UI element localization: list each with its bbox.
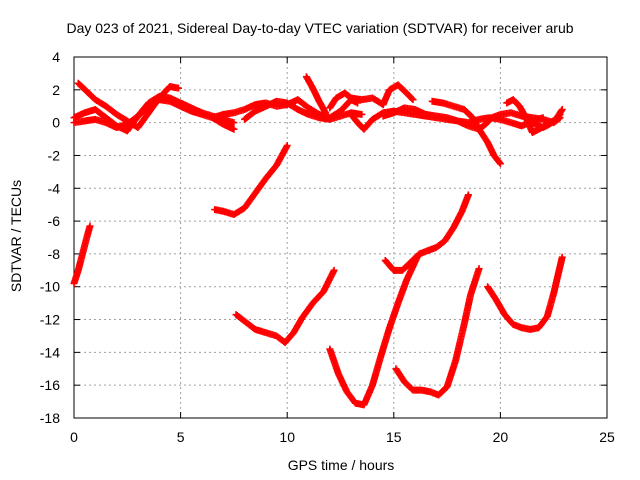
y-tick-label: -4	[48, 180, 61, 196]
x-tick-label: 20	[493, 429, 509, 445]
y-tick-label: -16	[40, 377, 60, 393]
data-point	[496, 160, 504, 168]
series-10	[379, 81, 417, 109]
y-axis-label: SDTVAR / TECUs	[8, 179, 24, 293]
data-point	[174, 84, 182, 92]
data-point	[230, 125, 238, 133]
y-tick-label: -2	[48, 147, 61, 163]
data-point	[495, 158, 503, 166]
series-15	[211, 142, 291, 219]
series-17	[326, 253, 421, 409]
plot-border	[73, 56, 608, 419]
data-point	[283, 142, 291, 150]
series-20	[484, 253, 566, 333]
x-tick-label: 0	[70, 429, 78, 445]
series-12	[428, 97, 504, 168]
y-tick-label: -12	[40, 312, 60, 328]
y-tick-label: -8	[48, 246, 61, 262]
data-point	[322, 109, 330, 117]
data-point	[230, 119, 238, 127]
data-point	[409, 96, 417, 104]
chart-title: Day 023 of 2021, Sidereal Day-to-day VTE…	[66, 20, 574, 36]
series-4	[70, 96, 238, 133]
plot-frame	[73, 56, 608, 419]
y-tick-label: 4	[52, 49, 60, 65]
y-tick-label: 0	[52, 115, 60, 131]
x-tick-label: 10	[279, 429, 295, 445]
x-tick-label: 5	[177, 429, 185, 445]
y-tick-label: -6	[48, 213, 61, 229]
data-point	[86, 222, 94, 230]
series-16	[232, 266, 338, 347]
series-8	[326, 89, 387, 112]
x-axis-label: GPS time / hours	[287, 457, 395, 473]
series-7	[302, 73, 330, 117]
y-tick-label: -18	[40, 410, 60, 426]
data-point	[358, 110, 366, 118]
data-point	[475, 265, 483, 273]
tick-labels: 0 5 10 15 20 25 -18 -16 -14 -12 -10 -8 -6 -4 -2 0 2 4	[40, 49, 615, 445]
x-tick-label: 25	[599, 429, 615, 445]
series-19	[392, 265, 483, 399]
series-18	[381, 191, 472, 274]
tick-marks	[73, 56, 608, 419]
y-tick-label: 2	[52, 82, 60, 98]
x-tick-label: 15	[386, 429, 402, 445]
data-point	[558, 106, 566, 114]
data-point	[330, 266, 338, 274]
series-14	[528, 106, 566, 132]
y-tick-label: -10	[40, 279, 60, 295]
series-1	[70, 222, 94, 287]
data-marks	[70, 73, 566, 409]
data-point	[408, 95, 416, 103]
y-tick-label: -14	[40, 344, 60, 360]
data-point	[464, 191, 472, 199]
data-point	[558, 253, 566, 261]
